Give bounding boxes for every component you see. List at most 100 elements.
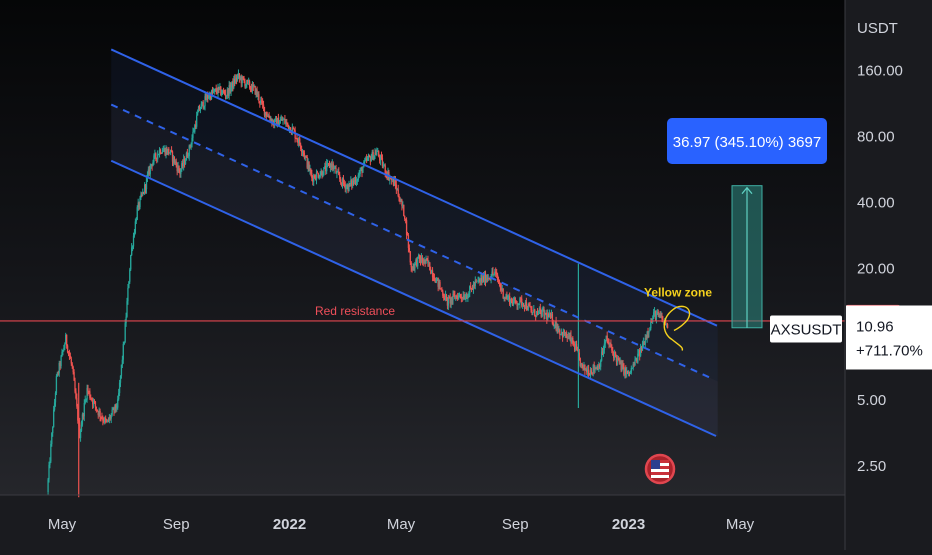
bullish-candle bbox=[49, 457, 51, 469]
candle-body bbox=[216, 91, 218, 94]
candle-body bbox=[497, 279, 500, 283]
bearish-candle bbox=[424, 259, 426, 267]
candle-body bbox=[261, 100, 263, 102]
bearish-candle bbox=[95, 406, 98, 413]
candle-body bbox=[598, 364, 600, 371]
bullish-candle bbox=[638, 349, 640, 357]
candle-body bbox=[54, 392, 57, 403]
candle-body bbox=[403, 204, 405, 217]
bearish-candle bbox=[573, 340, 575, 347]
candle-body bbox=[230, 87, 232, 92]
bearish-candle bbox=[539, 303, 541, 315]
candle-body bbox=[121, 359, 124, 365]
bullish-candle bbox=[152, 159, 154, 167]
candle-body bbox=[300, 148, 303, 152]
bullish-candle bbox=[161, 147, 163, 154]
candle-body bbox=[235, 77, 238, 80]
candle-body bbox=[79, 430, 82, 438]
bullish-candle bbox=[533, 304, 535, 313]
bearish-candle bbox=[410, 261, 412, 272]
bearish-candle bbox=[615, 354, 618, 366]
bullish-candle bbox=[458, 292, 461, 298]
bearish-candle bbox=[495, 267, 497, 278]
channel-lower-line bbox=[110, 159, 717, 437]
candle-body bbox=[312, 177, 314, 182]
candle-body bbox=[324, 165, 326, 168]
time-axis-tick-label: Sep bbox=[502, 516, 529, 533]
candle-body bbox=[202, 101, 204, 109]
candle-body bbox=[380, 155, 383, 158]
candle-body bbox=[290, 132, 293, 134]
bearish-candle bbox=[576, 346, 579, 352]
candle-body bbox=[178, 166, 180, 171]
bearish-candle bbox=[105, 418, 108, 423]
candle-body bbox=[356, 180, 358, 182]
bearish-candle bbox=[215, 84, 217, 95]
bullish-candle bbox=[53, 398, 56, 412]
bearish-candle bbox=[327, 163, 330, 167]
bullish-candle bbox=[505, 293, 507, 300]
candle-body bbox=[597, 366, 599, 371]
bullish-candle bbox=[512, 297, 515, 307]
measure-tool[interactable]: 36.97 (345.10%) 3697 bbox=[667, 118, 827, 329]
us-flag-icon[interactable] bbox=[644, 453, 676, 485]
bearish-candle bbox=[321, 169, 323, 179]
bearish-candle bbox=[261, 98, 264, 109]
bullish-candle bbox=[51, 432, 53, 447]
bullish-candle bbox=[291, 123, 293, 136]
bullish-candle bbox=[119, 375, 122, 388]
candle-body bbox=[518, 303, 520, 305]
bullish-candle bbox=[535, 310, 538, 318]
bullish-candle bbox=[193, 128, 195, 133]
candle-body bbox=[548, 313, 550, 318]
candle-body bbox=[352, 180, 355, 183]
candle-body bbox=[349, 183, 351, 185]
candle-body bbox=[643, 341, 645, 345]
bearish-candle bbox=[559, 328, 561, 340]
bullish-candle bbox=[131, 243, 133, 256]
candle-body bbox=[487, 277, 489, 279]
candle-body bbox=[369, 156, 372, 162]
bearish-candle bbox=[535, 314, 537, 322]
candle-body bbox=[539, 308, 541, 311]
bearish-candle bbox=[481, 274, 483, 286]
candle-body bbox=[510, 298, 513, 302]
bearish-candle bbox=[59, 360, 61, 371]
candle-body bbox=[197, 106, 200, 113]
bearish-candle bbox=[408, 244, 411, 253]
bearish-candle bbox=[411, 266, 413, 273]
bullish-candle bbox=[162, 145, 164, 153]
bullish-candle bbox=[562, 328, 565, 338]
bullish-candle bbox=[519, 296, 521, 309]
candle-body bbox=[196, 112, 199, 116]
candle-body bbox=[651, 321, 653, 323]
time-axis[interactable]: May Sep 2022 May Sep 2023 May bbox=[48, 516, 755, 533]
candle-body bbox=[280, 118, 282, 121]
candle-body bbox=[295, 138, 297, 139]
candle-body bbox=[140, 194, 142, 198]
candle-body bbox=[101, 417, 103, 419]
candle-body bbox=[464, 298, 466, 300]
candle-body bbox=[176, 165, 178, 172]
bullish-candle bbox=[635, 357, 637, 361]
time-axis-tick-label: May bbox=[387, 516, 416, 533]
candle-body bbox=[328, 163, 331, 168]
candle-body bbox=[160, 153, 163, 155]
bullish-candle bbox=[225, 95, 228, 100]
price-axis[interactable]: USDT 160.00 80.00 40.00 20.00 5.00 2.50 bbox=[857, 20, 903, 475]
candle-body bbox=[616, 358, 619, 362]
candle-body bbox=[250, 88, 253, 92]
candle-body bbox=[600, 351, 603, 361]
candle-body bbox=[553, 325, 555, 326]
bearish-candle bbox=[171, 150, 174, 167]
candle-body bbox=[493, 274, 495, 275]
measure-label-text: 36.97 (345.10%) 3697 bbox=[673, 134, 821, 151]
candle-body bbox=[639, 350, 641, 356]
bearish-candle bbox=[582, 364, 584, 371]
candle-body bbox=[179, 170, 181, 174]
candle-body bbox=[469, 286, 471, 294]
candle-body bbox=[65, 334, 68, 346]
candle-body bbox=[318, 177, 320, 179]
